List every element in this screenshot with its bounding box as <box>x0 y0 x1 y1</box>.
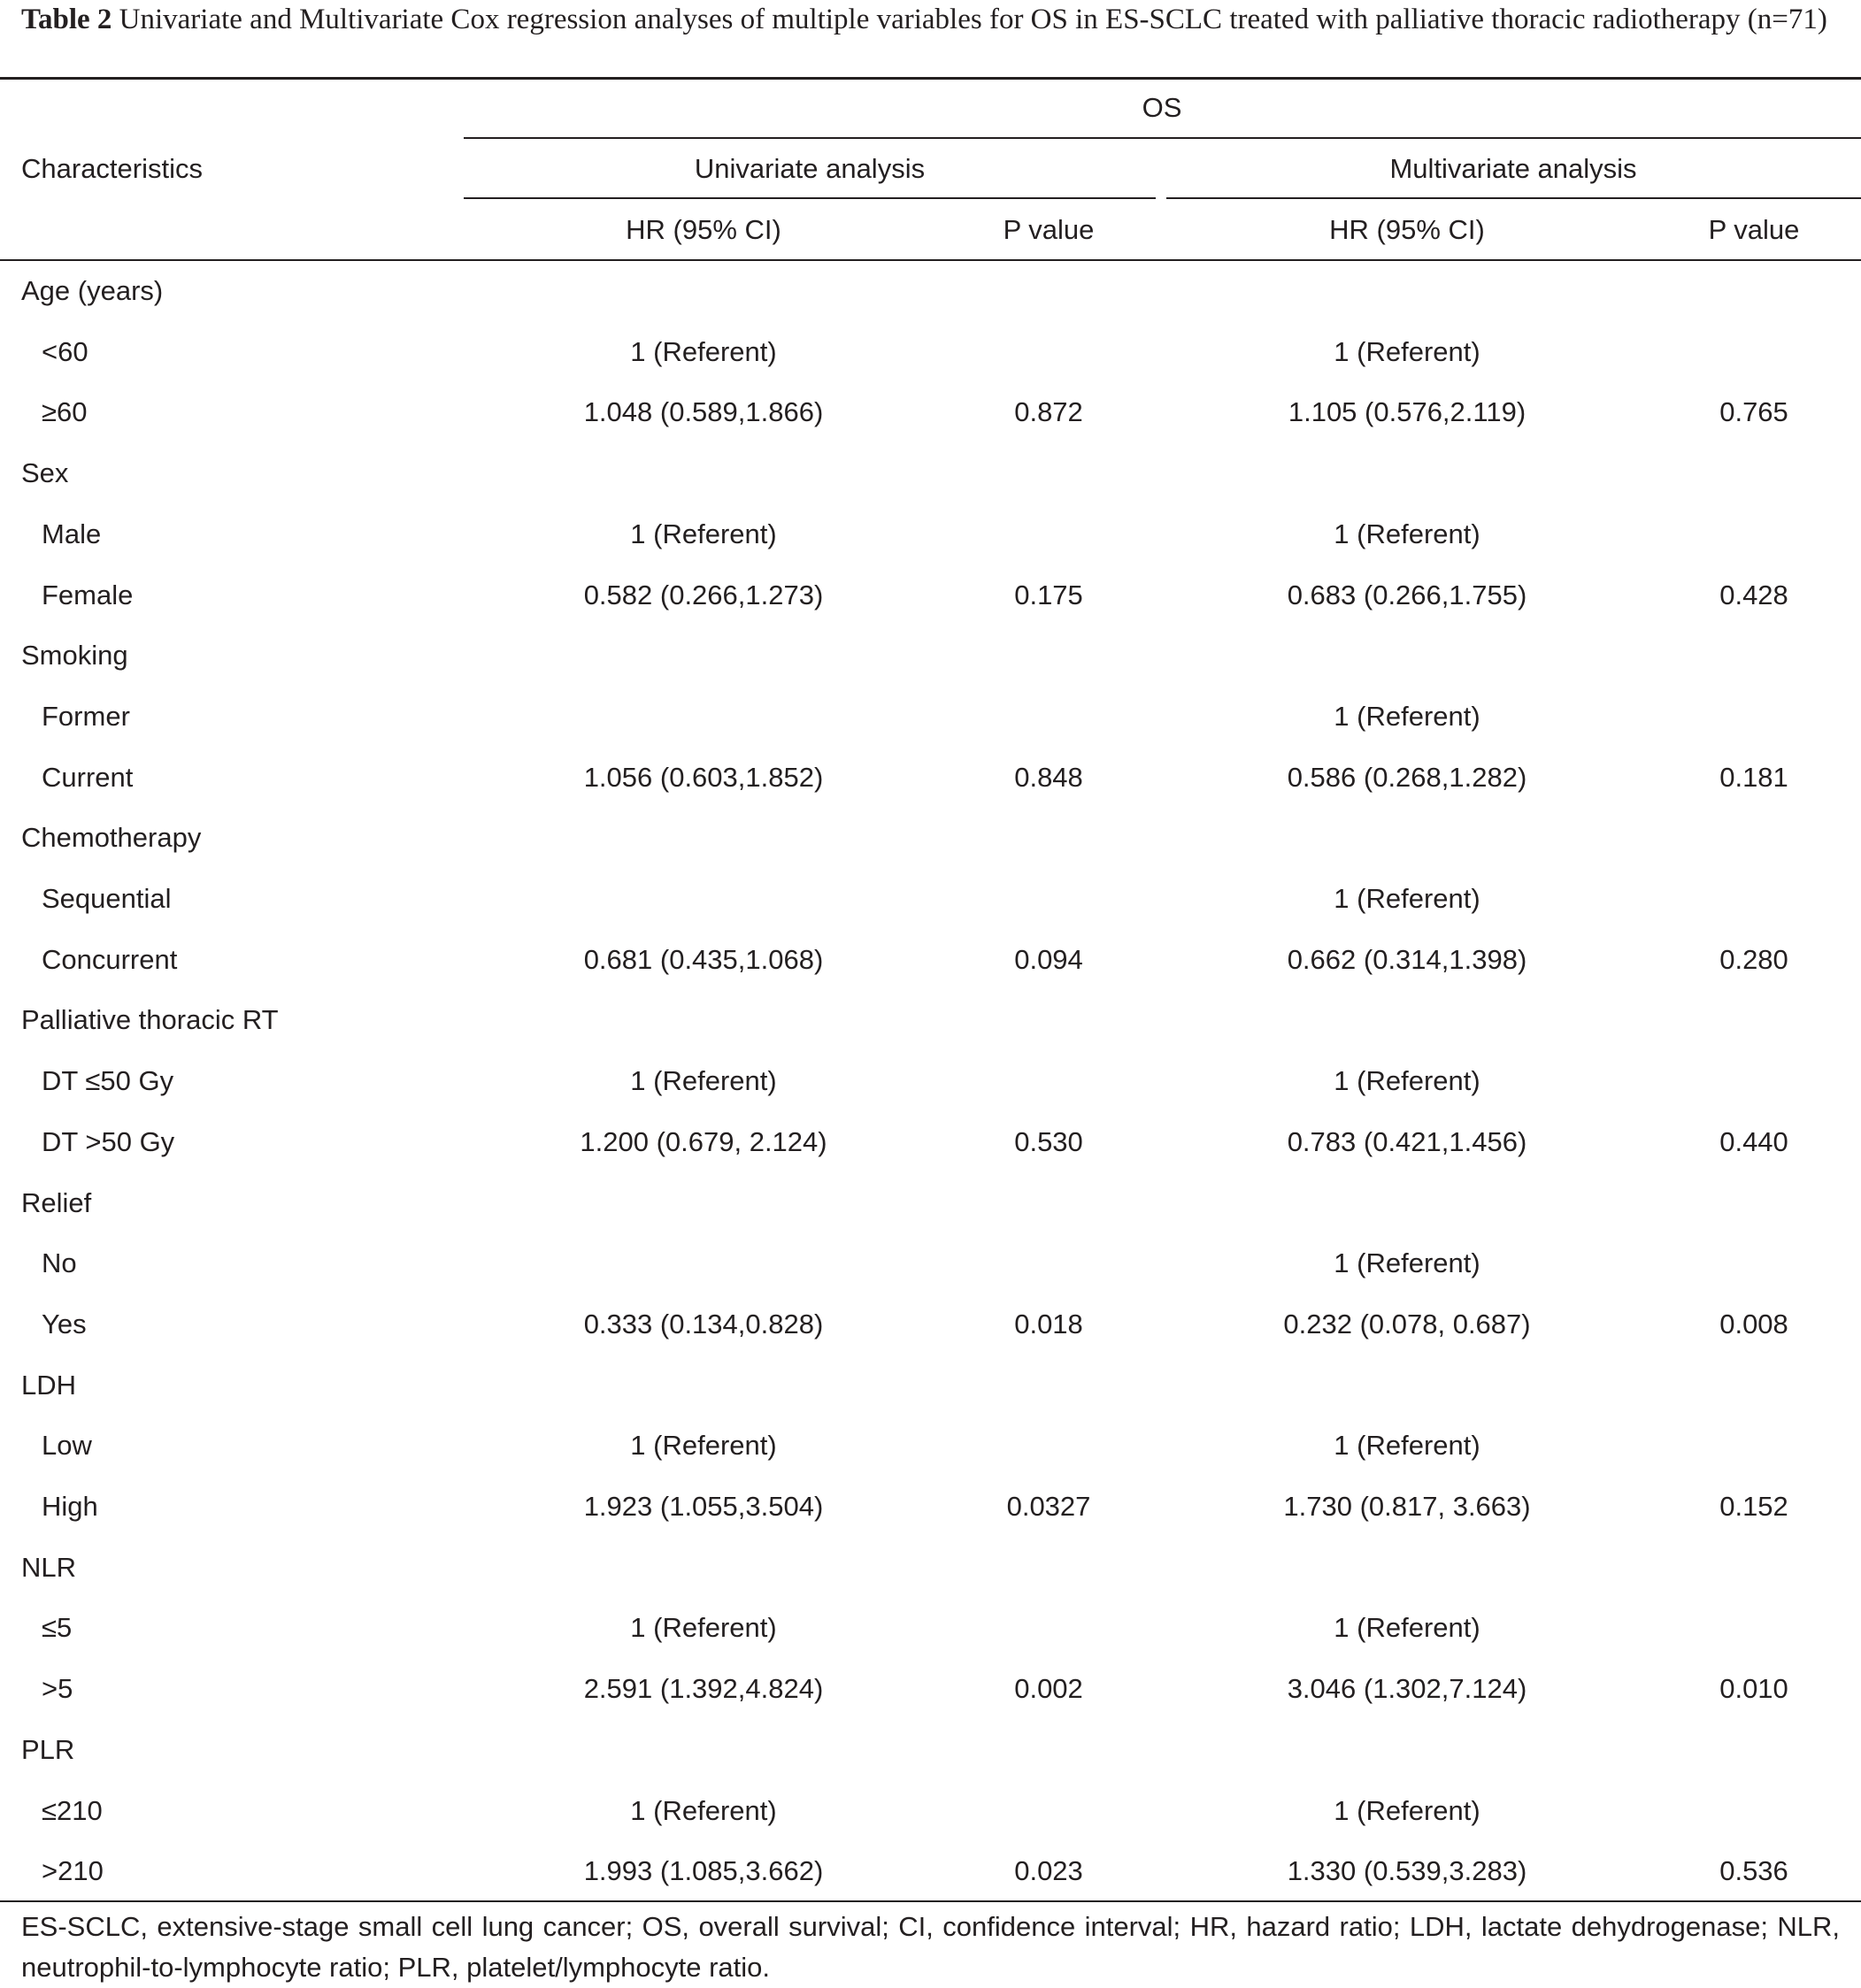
cell-multivariate-hr: 0.662 (0.314,1.398) <box>1287 944 1527 975</box>
cell-univariate-p: 0.530 <box>1014 1126 1083 1157</box>
cell-multivariate-p: 0.765 <box>1719 396 1788 427</box>
cell-univariate-p: 0.872 <box>1014 396 1083 427</box>
cell-multivariate-hr: 1 (Referent) <box>1334 336 1480 367</box>
row-group-label: PLR <box>21 1734 75 1765</box>
univariate-group-rule <box>464 197 1156 199</box>
multivariate-group-rule <box>1166 197 1861 199</box>
cell-multivariate-hr: 1 (Referent) <box>1334 883 1480 914</box>
cell-univariate-hr: 0.681 (0.435,1.068) <box>583 944 824 975</box>
row-group-label: LDH <box>21 1370 77 1401</box>
row-sublabel: >5 <box>42 1673 73 1704</box>
cell-multivariate-p: 0.152 <box>1719 1491 1788 1522</box>
cell-multivariate-hr: 3.046 (1.302,7.124) <box>1287 1673 1527 1704</box>
header-univariate-p: P value <box>1003 214 1095 245</box>
cell-univariate-hr: 1 (Referent) <box>630 1430 777 1461</box>
table-top-rule <box>0 77 1861 80</box>
cell-univariate-hr: 1 (Referent) <box>630 1612 777 1643</box>
cell-univariate-hr: 1.056 (0.603,1.852) <box>583 762 824 793</box>
cell-univariate-hr: 1 (Referent) <box>630 336 777 367</box>
cell-multivariate-hr: 0.232 (0.078, 0.687) <box>1283 1309 1531 1339</box>
cell-univariate-p: 0.175 <box>1014 580 1083 610</box>
row-sublabel: ≤5 <box>42 1612 73 1643</box>
cell-multivariate-hr: 1 (Referent) <box>1334 518 1480 549</box>
header-multivariate-p: P value <box>1708 214 1800 245</box>
cell-multivariate-hr: 0.783 (0.421,1.456) <box>1287 1126 1527 1157</box>
cell-univariate-p: 0.848 <box>1014 762 1083 793</box>
cell-multivariate-p: 0.440 <box>1719 1126 1788 1157</box>
cell-multivariate-p: 0.536 <box>1719 1855 1788 1886</box>
header-bottom-rule <box>0 259 1861 261</box>
row-group-label: NLR <box>21 1552 77 1583</box>
cell-multivariate-hr: 1 (Referent) <box>1334 1065 1480 1096</box>
cell-univariate-hr: 1.923 (1.055,3.504) <box>583 1491 824 1522</box>
row-group-label: Age (years) <box>21 275 164 306</box>
row-sublabel: Current <box>42 762 134 793</box>
row-sublabel: Sequential <box>42 883 172 914</box>
os-group-rule <box>464 137 1861 139</box>
cell-univariate-hr: 1.048 (0.589,1.866) <box>583 396 824 427</box>
row-group-label: Smoking <box>21 640 128 671</box>
row-sublabel: DT ≤50 Gy <box>42 1065 174 1096</box>
row-sublabel: No <box>42 1247 77 1278</box>
cell-univariate-p: 0.094 <box>1014 944 1083 975</box>
row-group-label: Palliative thoracic RT <box>21 1004 279 1035</box>
cell-multivariate-hr: 1 (Referent) <box>1334 1247 1480 1278</box>
cell-multivariate-p: 0.280 <box>1719 944 1788 975</box>
table-footnote: ES-SCLC, extensive-stage small cell lung… <box>21 1911 1840 1983</box>
cell-multivariate-hr: 1.730 (0.817, 3.663) <box>1283 1491 1531 1522</box>
header-os: OS <box>1142 92 1182 123</box>
cell-univariate-p: 0.023 <box>1014 1855 1083 1886</box>
cell-univariate-hr: 1.200 (0.679, 2.124) <box>580 1126 827 1157</box>
table-caption-label: Table 2 <box>21 4 112 35</box>
cell-univariate-hr: 0.333 (0.134,0.828) <box>583 1309 824 1339</box>
header-multivariate-analysis: Multivariate analysis <box>1389 153 1637 184</box>
table-caption-text: Univariate and Multivariate Cox regressi… <box>119 4 1827 35</box>
row-sublabel: ≥60 <box>42 396 88 427</box>
table-caption: Table 2 Univariate and Multivariate Cox … <box>21 0 1840 39</box>
cell-univariate-p: 0.002 <box>1014 1673 1083 1704</box>
row-sublabel: Male <box>42 518 102 549</box>
cell-multivariate-hr: 1 (Referent) <box>1334 701 1480 732</box>
header-univariate-hr: HR (95% CI) <box>626 214 781 245</box>
cell-multivariate-p: 0.181 <box>1719 762 1788 793</box>
cell-multivariate-p: 0.008 <box>1719 1309 1788 1339</box>
row-group-label: Chemotherapy <box>21 822 202 853</box>
row-sublabel: Yes <box>42 1309 87 1339</box>
cell-univariate-p: 0.018 <box>1014 1309 1083 1339</box>
row-sublabel: >210 <box>42 1855 104 1886</box>
cell-multivariate-hr: 1 (Referent) <box>1334 1430 1480 1461</box>
row-sublabel: DT >50 Gy <box>42 1126 175 1157</box>
row-sublabel: ≤210 <box>42 1795 103 1826</box>
row-group-label: Relief <box>21 1187 92 1218</box>
row-group-label: Sex <box>21 457 69 488</box>
header-characteristics: Characteristics <box>21 153 203 184</box>
cell-multivariate-hr: 0.586 (0.268,1.282) <box>1287 762 1527 793</box>
cell-multivariate-p: 0.010 <box>1719 1673 1788 1704</box>
cell-multivariate-p: 0.428 <box>1719 580 1788 610</box>
cell-univariate-p: 0.0327 <box>1006 1491 1091 1522</box>
cell-multivariate-hr: 1.105 (0.576,2.119) <box>1288 396 1526 427</box>
cell-multivariate-hr: 1.330 (0.539,3.283) <box>1287 1855 1527 1886</box>
row-sublabel: Low <box>42 1430 92 1461</box>
cell-univariate-hr: 1 (Referent) <box>630 1795 777 1826</box>
header-multivariate-hr: HR (95% CI) <box>1329 214 1485 245</box>
header-univariate-analysis: Univariate analysis <box>694 153 926 184</box>
cell-univariate-hr: 2.591 (1.392,4.824) <box>583 1673 824 1704</box>
row-sublabel: Female <box>42 580 134 610</box>
cell-multivariate-hr: 0.683 (0.266,1.755) <box>1287 580 1527 610</box>
row-sublabel: High <box>42 1491 98 1522</box>
cell-multivariate-hr: 1 (Referent) <box>1334 1612 1480 1643</box>
cell-univariate-hr: 1 (Referent) <box>630 518 777 549</box>
cell-univariate-hr: 1 (Referent) <box>630 1065 777 1096</box>
row-sublabel: <60 <box>42 336 88 367</box>
table-bottom-rule <box>0 1900 1861 1902</box>
cell-univariate-hr: 1.993 (1.085,3.662) <box>583 1855 824 1886</box>
cell-univariate-hr: 0.582 (0.266,1.273) <box>583 580 824 610</box>
row-sublabel: Concurrent <box>42 944 178 975</box>
row-sublabel: Former <box>42 701 130 732</box>
cell-multivariate-hr: 1 (Referent) <box>1334 1795 1480 1826</box>
